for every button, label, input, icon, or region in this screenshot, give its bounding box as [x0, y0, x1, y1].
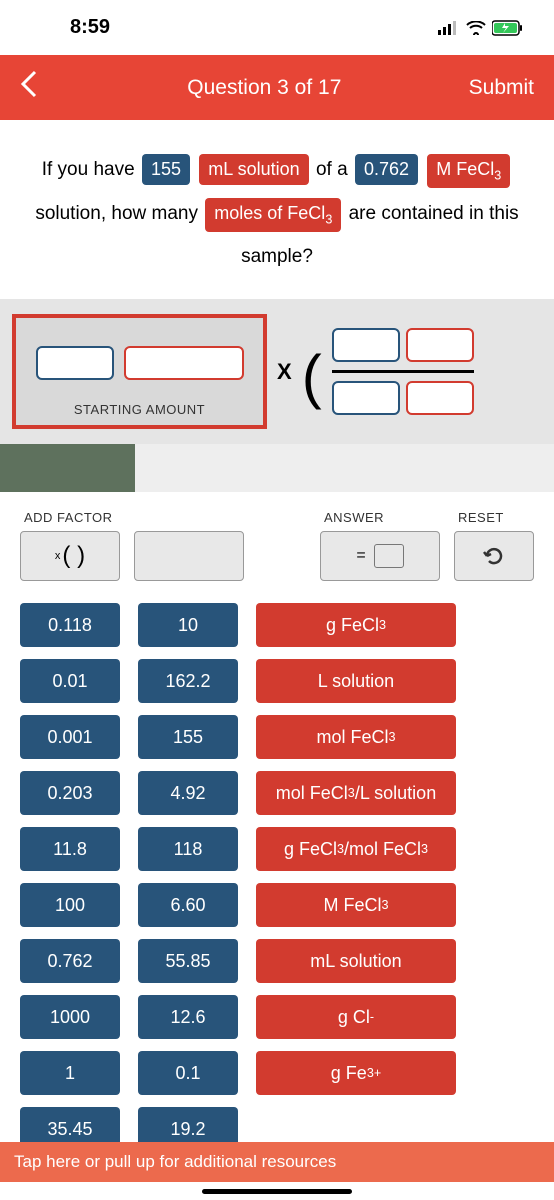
undo-icon: [481, 543, 507, 569]
unit-col: g FeCl3 L solution mol FeCl3 mol FeCl3/L…: [256, 603, 456, 1151]
status-time: 8:59: [30, 16, 438, 39]
band-segment: [0, 444, 135, 492]
battery-icon: [492, 20, 524, 36]
starting-value-slot[interactable]: [36, 346, 114, 380]
resources-drawer[interactable]: Tap here or pull up for additional resou…: [0, 1142, 554, 1182]
value-button[interactable]: 0.1: [138, 1051, 238, 1095]
reset-button[interactable]: [454, 531, 534, 581]
status-icons: [438, 20, 524, 36]
numerator-unit-slot[interactable]: [406, 328, 474, 362]
chevron-left-icon: [20, 70, 38, 98]
question-counter: Question 3 of 17: [60, 76, 469, 100]
factor-display[interactable]: [134, 531, 244, 581]
value-button[interactable]: 55.85: [138, 939, 238, 983]
value-button[interactable]: 6.60: [138, 883, 238, 927]
starting-amount-box[interactable]: STARTING AMOUNT: [12, 314, 267, 429]
x-prefix: x: [55, 550, 61, 562]
value-button[interactable]: 1: [20, 1051, 120, 1095]
q-text: solution, how many: [35, 203, 198, 224]
numerator-value-slot[interactable]: [332, 328, 400, 362]
button-grid: 0.118 0.01 0.001 0.203 11.8 100 0.762 10…: [0, 589, 554, 1165]
unit-button[interactable]: M FeCl3: [256, 883, 456, 927]
denominator-unit-slot[interactable]: [406, 381, 474, 415]
answer-label: ANSWER: [320, 510, 440, 525]
unit-button[interactable]: mol FeCl3/L solution: [256, 771, 456, 815]
header-bar: Question 3 of 17 Submit: [0, 55, 554, 120]
unit-button[interactable]: L solution: [256, 659, 456, 703]
reset-label: RESET: [454, 510, 534, 525]
blank-label: [134, 510, 244, 525]
conversion-fraction[interactable]: [332, 328, 474, 415]
value-button[interactable]: 118: [138, 827, 238, 871]
value-button[interactable]: 155: [138, 715, 238, 759]
value-button[interactable]: 12.6: [138, 995, 238, 1039]
value-button[interactable]: 162.2: [138, 659, 238, 703]
status-bar: 8:59: [0, 0, 554, 55]
chip-value-155: 155: [142, 154, 190, 185]
denominator-value-slot[interactable]: [332, 381, 400, 415]
back-button[interactable]: [20, 70, 60, 106]
chip-target: moles of FeCl3: [205, 198, 341, 232]
chip-unit-mfecl3: M FeCl3: [427, 154, 510, 188]
value-button[interactable]: 11.8: [20, 827, 120, 871]
chip-unit-ml: mL solution: [199, 154, 308, 185]
q-text: If you have: [42, 159, 135, 180]
value-button[interactable]: 100: [20, 883, 120, 927]
q-text: of a: [316, 159, 348, 180]
unit-button[interactable]: g FeCl3: [256, 603, 456, 647]
value-col2: 10 162.2 155 4.92 118 6.60 55.85 12.6 0.…: [138, 603, 238, 1151]
question-text: If you have 155 mL solution of a 0.762 M…: [0, 120, 554, 299]
equals-sign: =: [356, 547, 365, 565]
addfactor-label: ADD FACTOR: [20, 510, 120, 525]
open-paren: (: [302, 359, 322, 395]
unit-button[interactable]: g Fe3+: [256, 1051, 456, 1095]
band-segment: [135, 444, 554, 492]
multiply-symbol: X: [277, 359, 292, 385]
value-button[interactable]: 0.118: [20, 603, 120, 647]
answer-slot: [374, 544, 404, 568]
unit-button[interactable]: mol FeCl3: [256, 715, 456, 759]
value-button[interactable]: 0.01: [20, 659, 120, 703]
unit-button[interactable]: mL solution: [256, 939, 456, 983]
dimensional-workspace: STARTING AMOUNT X (: [0, 299, 554, 444]
paren-text: ( ): [62, 542, 85, 570]
value-button[interactable]: 0.001: [20, 715, 120, 759]
starting-unit-slot[interactable]: [124, 346, 244, 380]
controls-row: ADD FACTOR x ( ) ANSWER = RESET: [0, 492, 554, 589]
value-button[interactable]: 0.203: [20, 771, 120, 815]
submit-button[interactable]: Submit: [469, 76, 534, 100]
answer-box[interactable]: =: [320, 531, 440, 581]
value-button[interactable]: 10: [138, 603, 238, 647]
value-button[interactable]: 4.92: [138, 771, 238, 815]
value-col1: 0.118 0.01 0.001 0.203 11.8 100 0.762 10…: [20, 603, 120, 1151]
home-indicator[interactable]: [202, 1189, 352, 1194]
wifi-icon: [466, 21, 486, 35]
value-button[interactable]: 1000: [20, 995, 120, 1039]
signal-icon: [438, 21, 460, 35]
fraction-bar: [332, 370, 474, 373]
starting-label: STARTING AMOUNT: [74, 402, 205, 417]
value-button[interactable]: 0.762: [20, 939, 120, 983]
unit-button[interactable]: g Cl-: [256, 995, 456, 1039]
unit-button[interactable]: g FeCl3/mol FeCl3: [256, 827, 456, 871]
progress-band: [0, 444, 554, 492]
chip-value-0762: 0.762: [355, 154, 418, 185]
add-factor-button[interactable]: x ( ): [20, 531, 120, 581]
